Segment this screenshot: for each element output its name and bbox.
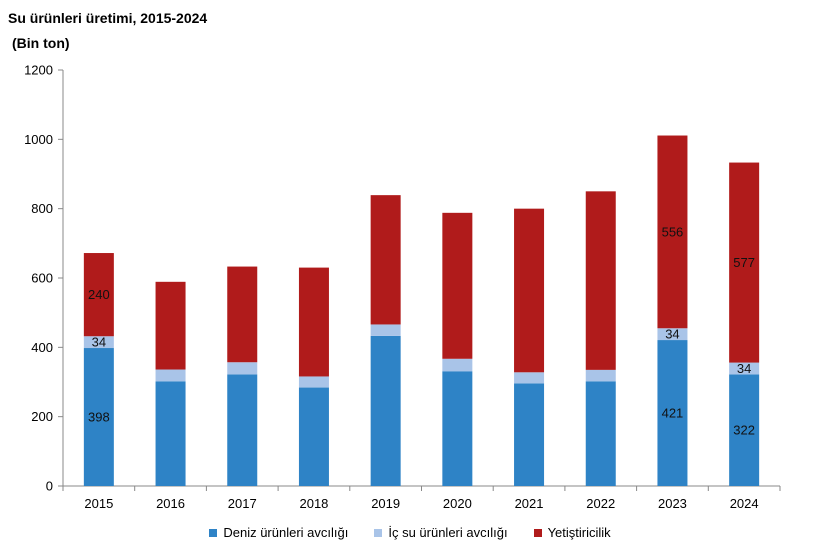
data-label: 34 <box>92 335 106 350</box>
legend-label: Yetiştiricilik <box>547 525 611 540</box>
x-tick-label: 2017 <box>228 496 257 511</box>
bar-segment <box>370 195 401 325</box>
bar-segment <box>585 369 616 382</box>
legend-swatch <box>533 528 542 537</box>
data-label: 34 <box>665 327 679 342</box>
bar-segment <box>155 281 186 370</box>
x-tick-label: 2020 <box>443 496 472 511</box>
bar-segment <box>370 324 401 336</box>
bar-segment <box>729 162 760 363</box>
data-label: 240 <box>88 287 110 302</box>
bar-segment <box>729 362 760 375</box>
bar-segment <box>155 381 186 486</box>
bar-segment <box>370 335 401 486</box>
bar-segment <box>155 369 186 382</box>
x-tick-label: 2023 <box>658 496 687 511</box>
bar-segment <box>514 372 545 384</box>
y-tick-label: 200 <box>31 409 53 424</box>
bar-segment <box>585 381 616 486</box>
y-tick-label: 0 <box>46 479 53 494</box>
x-tick-label: 2019 <box>371 496 400 511</box>
y-axis: 0 200 400 600 800 1000 1200 <box>24 63 64 494</box>
bar-segment <box>514 208 545 373</box>
bar-segment <box>442 371 473 486</box>
bar-segment <box>298 376 329 388</box>
y-tick-label: 1000 <box>24 132 53 147</box>
legend-item: Yetiştiricilik <box>533 525 611 540</box>
chart-subtitle: (Bin ton) <box>12 35 70 51</box>
legend-label: İç su ürünleri avcılığı <box>388 525 508 540</box>
legend-item: İç su ürünleri avcılığı <box>374 525 508 540</box>
data-label: 421 <box>662 406 684 421</box>
chart-title: Su ürünleri üretimi, 2015-2024 <box>8 10 208 26</box>
bar-segment <box>227 362 258 375</box>
x-tick-label: 2021 <box>515 496 544 511</box>
x-tick-label: 2024 <box>730 496 759 511</box>
y-tick-label: 1200 <box>24 63 53 78</box>
bar-segment <box>83 348 114 486</box>
x-tick-label: 2015 <box>84 496 113 511</box>
bar-segment <box>442 358 473 372</box>
bar-segment <box>657 328 688 341</box>
bar-segment <box>657 340 688 486</box>
legend-swatch <box>374 528 383 537</box>
bar-segment <box>227 374 258 486</box>
legend-item: Deniz ürünleri avcılığı <box>209 525 348 540</box>
data-label: 398 <box>88 410 110 425</box>
y-tick-label: 400 <box>31 340 53 355</box>
bar-segment <box>442 212 473 359</box>
x-axis: 2015 2016 2017 2018 2019 2020 2021 2022 2023 2024 <box>62 485 781 511</box>
bar-segment <box>83 336 114 349</box>
bar-segment <box>514 383 545 486</box>
data-label: 577 <box>733 255 755 270</box>
bars <box>83 135 760 486</box>
bar-segment <box>298 387 329 486</box>
data-labels: 398 34 240 421 34 556 322 34 577 <box>88 224 755 437</box>
data-label: 34 <box>737 361 751 376</box>
bar-segment <box>729 374 760 486</box>
bar-segment <box>227 266 258 363</box>
data-label: 322 <box>733 423 755 438</box>
bar-segment <box>585 191 616 370</box>
data-label: 556 <box>662 224 684 239</box>
legend-label: Deniz ürünleri avcılığı <box>223 525 349 540</box>
bar-segment <box>657 135 688 329</box>
y-tick-label: 800 <box>31 201 53 216</box>
x-tick-label: 2016 <box>156 496 185 511</box>
y-tick-label: 600 <box>31 271 53 286</box>
bar-segment <box>83 253 114 337</box>
x-tick-label: 2018 <box>299 496 328 511</box>
x-tick-label: 2022 <box>586 496 615 511</box>
legend: Deniz ürünleri avcılığı İç su ürünleri av… <box>0 525 820 540</box>
bar-segment <box>298 267 329 377</box>
legend-swatch <box>209 528 218 537</box>
